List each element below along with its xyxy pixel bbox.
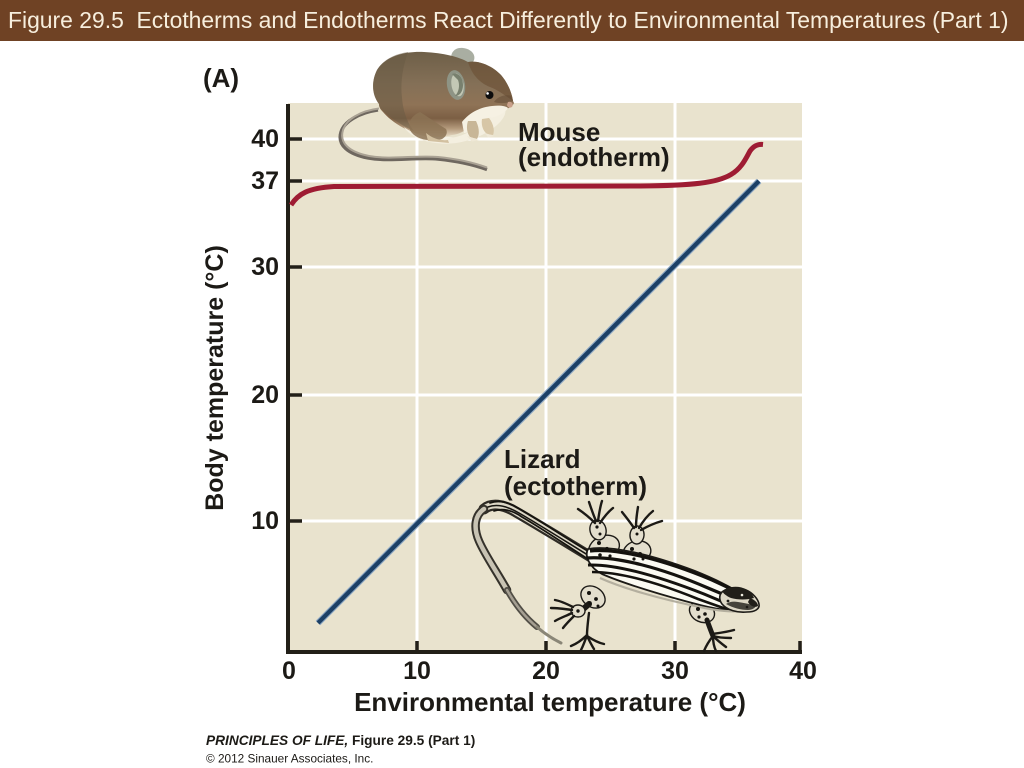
svg-text:40: 40 xyxy=(251,125,279,153)
svg-text:10: 10 xyxy=(403,657,431,685)
svg-text:0: 0 xyxy=(282,657,296,685)
svg-text:Mouse: Mouse xyxy=(518,117,600,147)
svg-text:40: 40 xyxy=(789,657,817,685)
svg-text:(ectotherm): (ectotherm) xyxy=(504,471,647,501)
svg-text:10: 10 xyxy=(251,507,279,535)
svg-text:Body temperature (°C): Body temperature (°C) xyxy=(201,245,229,511)
svg-text:30: 30 xyxy=(661,657,689,685)
svg-text:37: 37 xyxy=(251,167,279,195)
svg-text:20: 20 xyxy=(251,381,279,409)
svg-text:20: 20 xyxy=(532,657,560,685)
svg-text:PRINCIPLES OF LIFE, Figure 29.: PRINCIPLES OF LIFE, Figure 29.5 (Part 1) xyxy=(206,733,475,748)
svg-text:© 2012 Sinauer Associates, Inc: © 2012 Sinauer Associates, Inc. xyxy=(206,752,373,766)
svg-text:(A): (A) xyxy=(203,63,239,93)
svg-text:(endotherm): (endotherm) xyxy=(518,142,670,172)
svg-text:30: 30 xyxy=(251,253,279,281)
svg-text:Lizard: Lizard xyxy=(504,444,581,474)
svg-text:Environmental temperature (°C): Environmental temperature (°C) xyxy=(354,687,746,717)
